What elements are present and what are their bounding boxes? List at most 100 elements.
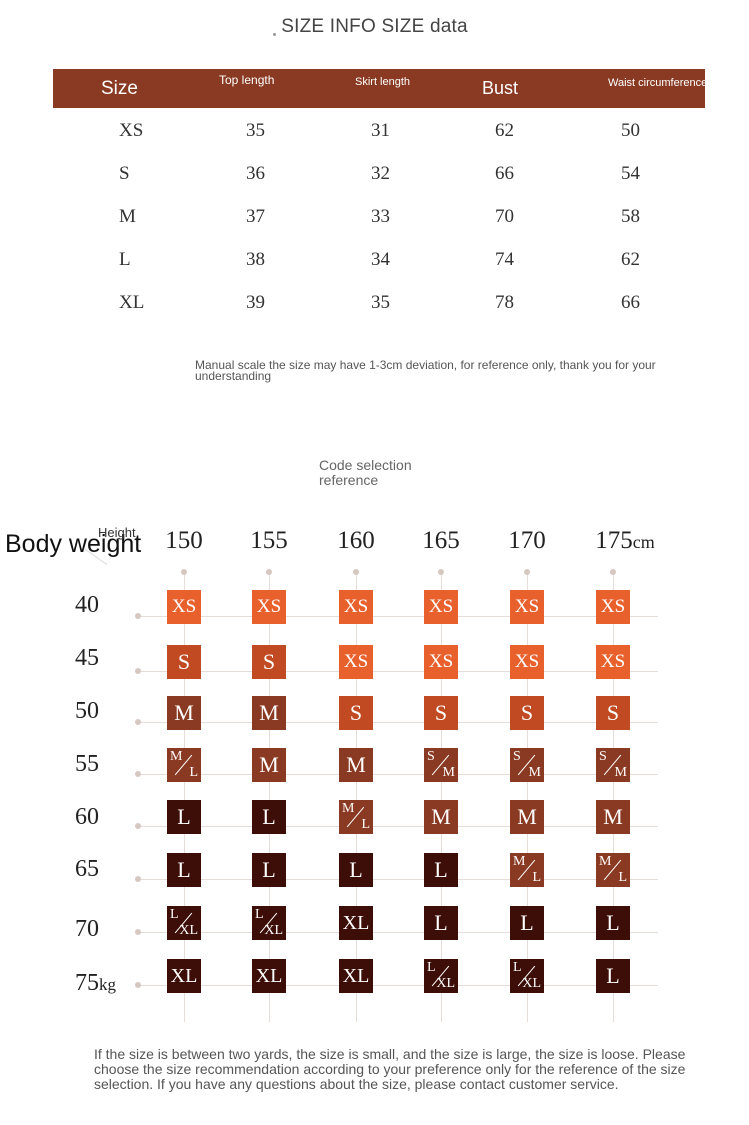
grid-row-line [138, 932, 658, 933]
size-cell: XL [339, 959, 373, 993]
size-cell: M [252, 748, 286, 782]
size-cell-upper: L [255, 907, 264, 922]
table-cell: L [119, 249, 131, 270]
table-cell: 66 [621, 292, 640, 313]
grid-row-line [138, 774, 658, 775]
size-cell-lower: XL [179, 923, 198, 938]
table-row: S 36 32 66 54 [53, 163, 705, 193]
weight-value: 50 [75, 698, 99, 725]
size-cell: M [596, 800, 630, 834]
weight-number: 40 [75, 592, 99, 618]
size-cell: M [339, 748, 373, 782]
grid-row-dot [135, 929, 141, 935]
table-cell: M [119, 206, 136, 227]
table-cell: 54 [621, 163, 640, 184]
table-cell: 35 [371, 292, 390, 313]
weight-value: 55 [75, 751, 99, 778]
grid-row-line [138, 879, 658, 880]
size-cell-lower: M [614, 765, 627, 780]
weight-value: 65 [75, 856, 99, 883]
size-cell-lower: L [618, 870, 627, 885]
size-cell: L [424, 853, 458, 887]
size-cell: XS [167, 590, 201, 624]
size-cell: M [424, 800, 458, 834]
grid-column-line [527, 572, 528, 1022]
grid-column-dot [353, 569, 359, 575]
page-title: SIZE INFO SIZE data [281, 16, 468, 37]
size-cell-lower: XL [522, 976, 541, 991]
size-cell: XS [596, 645, 630, 679]
size-cell-lower: L [189, 765, 198, 780]
size-cell: L [424, 906, 458, 940]
table-row: XS 35 31 62 50 [53, 120, 705, 150]
size-cell: XL [339, 906, 373, 940]
measurement-note: Manual scale the size may have 1-3cm dev… [195, 358, 656, 383]
size-cell: L [252, 800, 286, 834]
size-cell-upper: M [342, 801, 355, 816]
table-cell: 62 [621, 249, 640, 270]
table-cell: 62 [495, 120, 514, 141]
size-cell: L XL [252, 906, 286, 940]
height-value: 165 [422, 527, 460, 555]
size-cell: S [252, 645, 286, 679]
size-cell-upper: L [170, 907, 179, 922]
size-table-header: Size Top length Skirt length Bust Waist … [53, 69, 708, 108]
grid-row-dot [135, 668, 141, 674]
height-value: 175cm [595, 527, 655, 555]
table-cell: 39 [246, 292, 265, 313]
grid-column-line [441, 572, 442, 1022]
grid-column-line [356, 572, 357, 1022]
size-cell: M [252, 696, 286, 730]
size-cell-upper: S [599, 749, 607, 764]
weight-number: 75 [75, 970, 99, 996]
grid-column-dot [610, 569, 616, 575]
grid-column-line [269, 572, 270, 1022]
table-cell: S [119, 163, 130, 184]
table-cell: 33 [371, 206, 390, 227]
grid-column-dot [266, 569, 272, 575]
weight-value: 40 [75, 592, 99, 619]
height-number: 165 [422, 527, 460, 554]
size-cell: L [596, 959, 630, 993]
size-cell-upper: S [513, 749, 521, 764]
height-value: 170 [508, 527, 546, 555]
table-cell: 38 [246, 249, 265, 270]
height-value: 155 [250, 527, 288, 555]
height-value: 160 [337, 527, 375, 555]
table-cell: 70 [495, 206, 514, 227]
grid-row-line [138, 616, 658, 617]
header-size: Size [101, 78, 138, 99]
header-top-length: Top length [219, 73, 275, 87]
size-cell: L [252, 853, 286, 887]
size-cell: S [510, 696, 544, 730]
height-unit: cm [632, 532, 655, 552]
size-cell-lower: L [532, 870, 541, 885]
weight-number: 45 [75, 645, 99, 671]
header-bust: Bust [482, 78, 519, 98]
table-cell: 32 [371, 163, 390, 184]
table-cell: 35 [246, 120, 265, 141]
weight-number: 55 [75, 751, 99, 777]
weight-number: 60 [75, 804, 99, 830]
size-cell: XL [167, 959, 201, 993]
size-cell: M [510, 800, 544, 834]
grid-row-line [138, 985, 658, 986]
size-cell: S [596, 696, 630, 730]
header-waist-circumference: Waist circumference [608, 77, 708, 89]
grid-column-line [613, 572, 614, 1022]
height-number: 160 [337, 527, 375, 554]
size-cell: XS [424, 645, 458, 679]
size-cell: XS [510, 645, 544, 679]
size-cell: XL [252, 959, 286, 993]
table-cell: 78 [495, 292, 514, 313]
grid-row-dot [135, 771, 141, 777]
size-cell: L [167, 800, 201, 834]
size-cell: XS [339, 645, 373, 679]
grid-row-dot [135, 982, 141, 988]
table-cell: 37 [246, 206, 265, 227]
table-cell: 74 [495, 249, 514, 270]
grid-row-dot [135, 719, 141, 725]
footer-note: If the size is between two yards, the si… [94, 1046, 686, 1092]
